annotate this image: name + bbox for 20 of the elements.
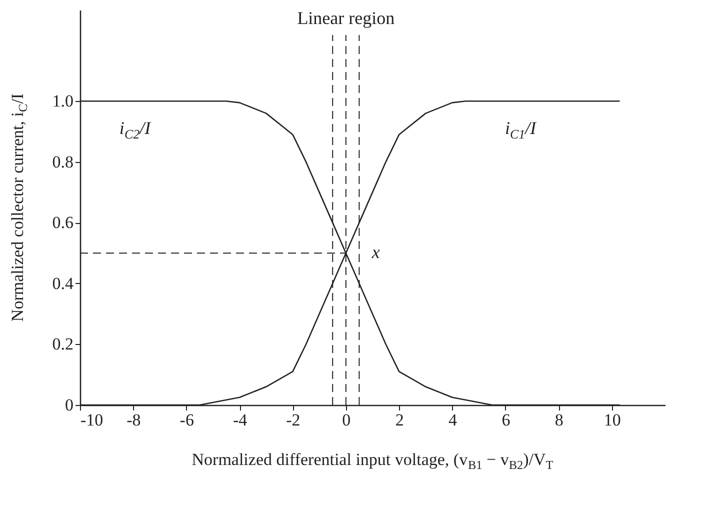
x-tick-label: -10: [80, 410, 104, 430]
x-tick-label: 0: [342, 410, 351, 430]
x-tick-label: 10: [604, 410, 621, 430]
y-tick-label: 1.0: [52, 92, 74, 111]
y-tick-label: 0.6: [52, 213, 74, 232]
y-tick-label: 0.4: [52, 274, 74, 293]
annotation: Linear region: [297, 8, 395, 28]
x-tick-label: -8: [126, 410, 141, 430]
x-tick-label: -4: [232, 410, 248, 430]
x-tick-label: 6: [502, 410, 510, 430]
x-tick-label: -6: [180, 410, 194, 430]
annotation: x: [370, 242, 380, 262]
x-tick-label: -2: [286, 410, 300, 430]
x-tick-label: 8: [554, 410, 564, 430]
y-axis-title: Normalized collector current, iC/I: [8, 93, 30, 322]
x-tick-label: 4: [448, 410, 458, 430]
y-tick-label: 0.8: [52, 152, 74, 172]
x-tick-label: 2: [395, 410, 404, 430]
y-tick-label: 0: [65, 396, 74, 414]
y-tick-label: 0.2: [52, 334, 74, 354]
